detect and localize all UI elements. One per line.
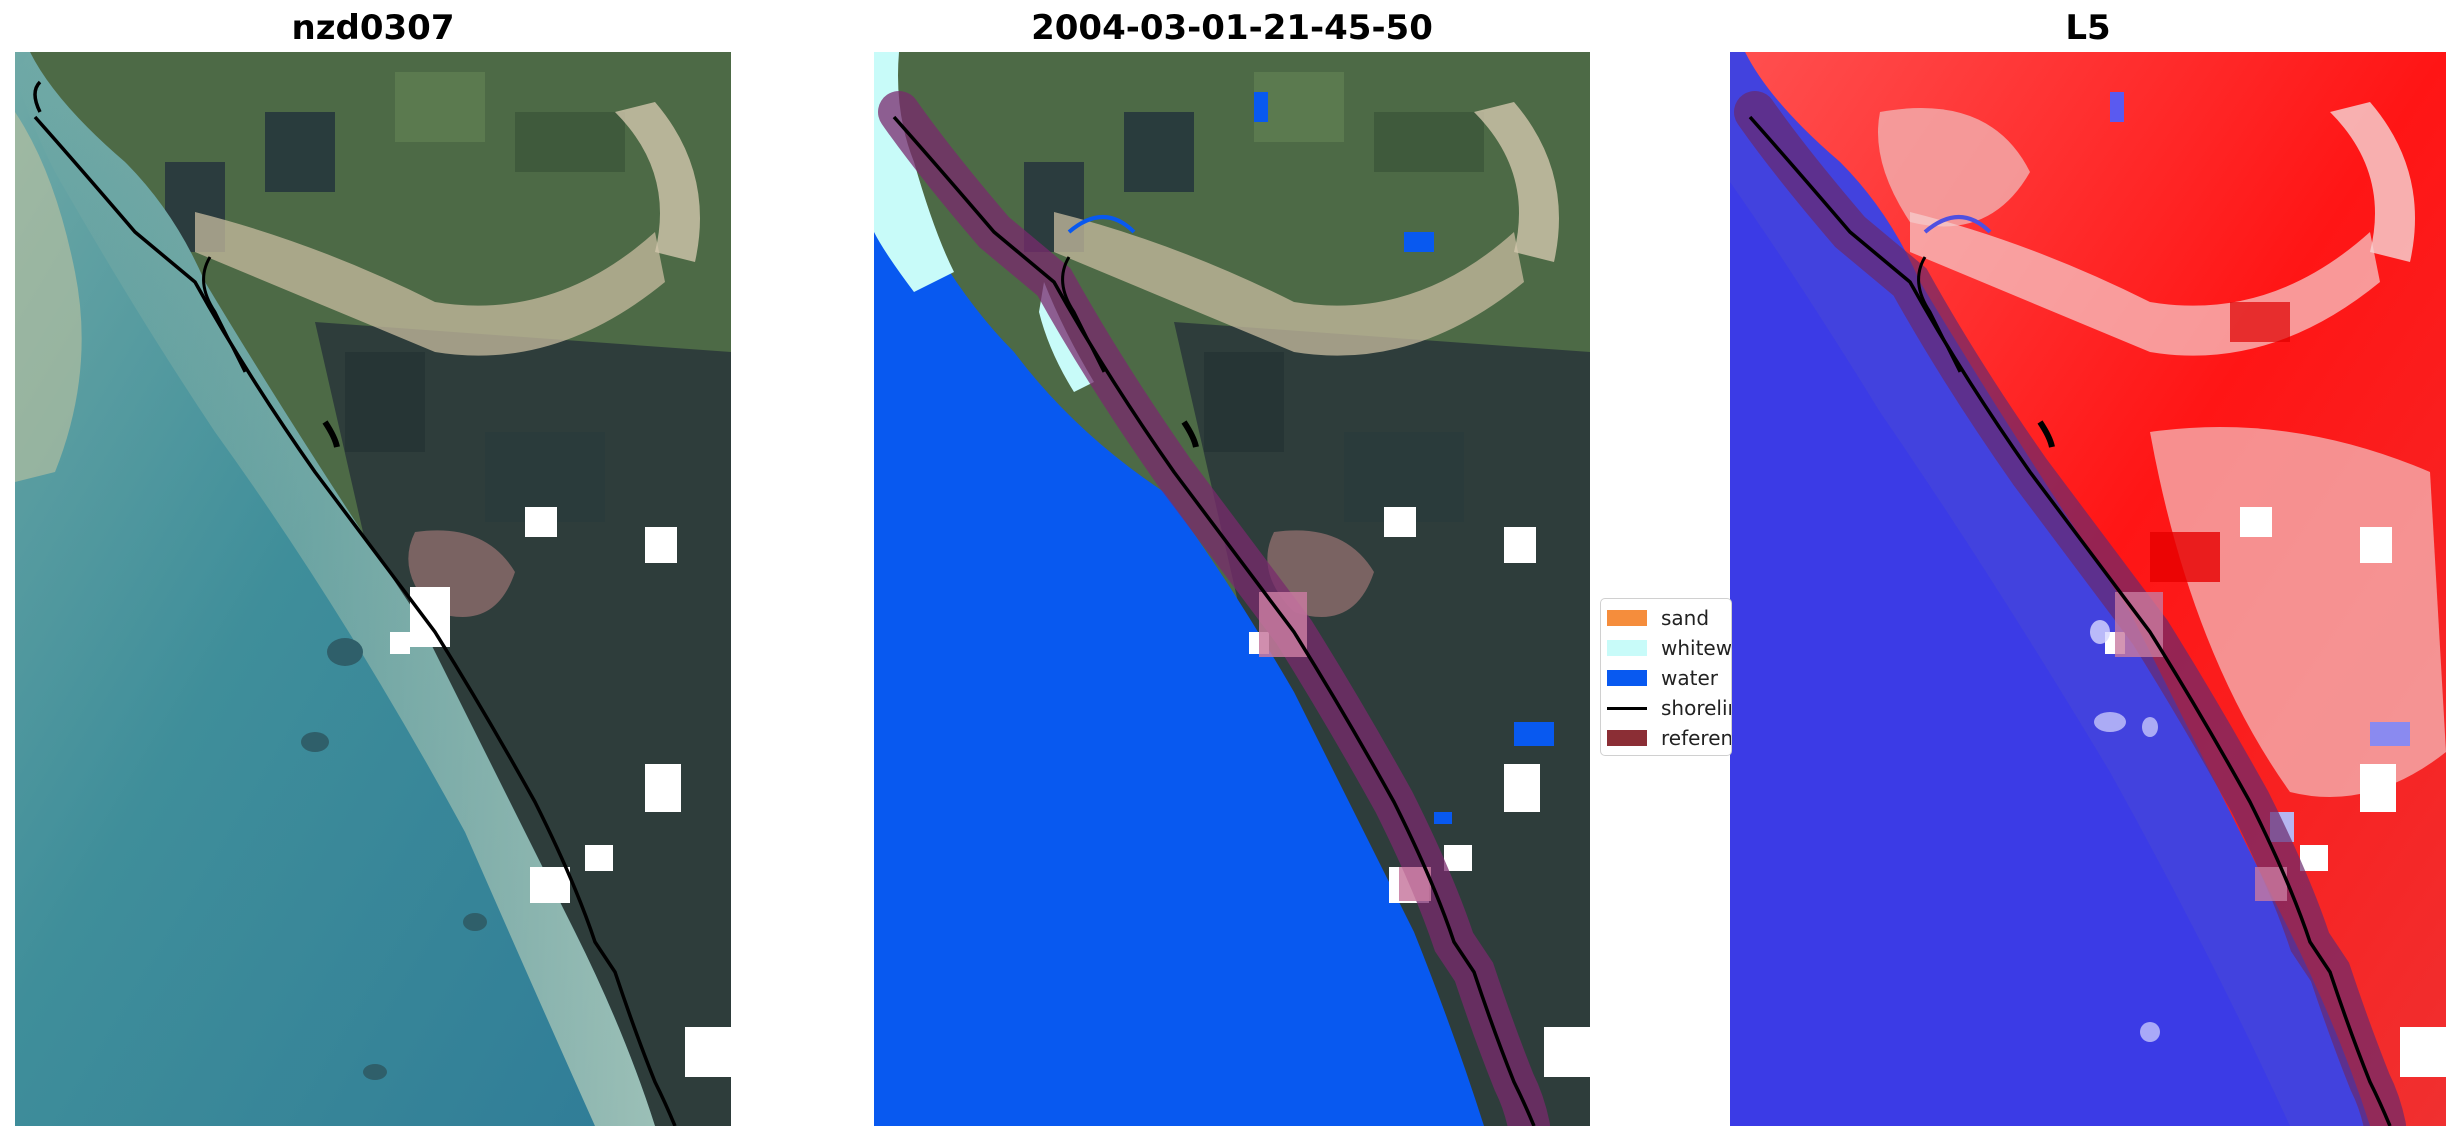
legend-label: sand xyxy=(1661,606,1710,630)
panel-title-index: L5 xyxy=(2065,8,2111,48)
shoreline-line-swatch xyxy=(1607,706,1647,710)
legend-item-reference-buffer: reference shoreline buffer xyxy=(1607,725,1732,751)
panel-title-rgb: nzd0307 xyxy=(291,8,455,48)
legend: sand whitewater water shoreline referenc… xyxy=(1600,598,1732,756)
classified-image xyxy=(874,52,1590,1126)
legend-item-sand: sand xyxy=(1607,605,1709,631)
water-swatch xyxy=(1607,670,1647,686)
legend-item-shoreline: shoreline xyxy=(1607,695,1731,721)
legend-label: water xyxy=(1661,666,1718,690)
panel-title-classified: 2004-03-01-21-45-50 xyxy=(1031,8,1433,48)
legend-label: reference shoreline buffer xyxy=(1661,726,1732,750)
sand-swatch xyxy=(1607,610,1647,626)
whitewater-swatch xyxy=(1607,640,1647,656)
legend-label: whitewater xyxy=(1661,636,1732,660)
legend-item-whitewater: whitewater xyxy=(1607,635,1732,661)
water-index-image xyxy=(1730,52,2446,1126)
rgb-satellite-image xyxy=(15,52,731,1126)
legend-item-water: water xyxy=(1607,665,1718,691)
legend-label: shoreline xyxy=(1661,696,1731,720)
reference-buffer-swatch xyxy=(1607,730,1647,746)
